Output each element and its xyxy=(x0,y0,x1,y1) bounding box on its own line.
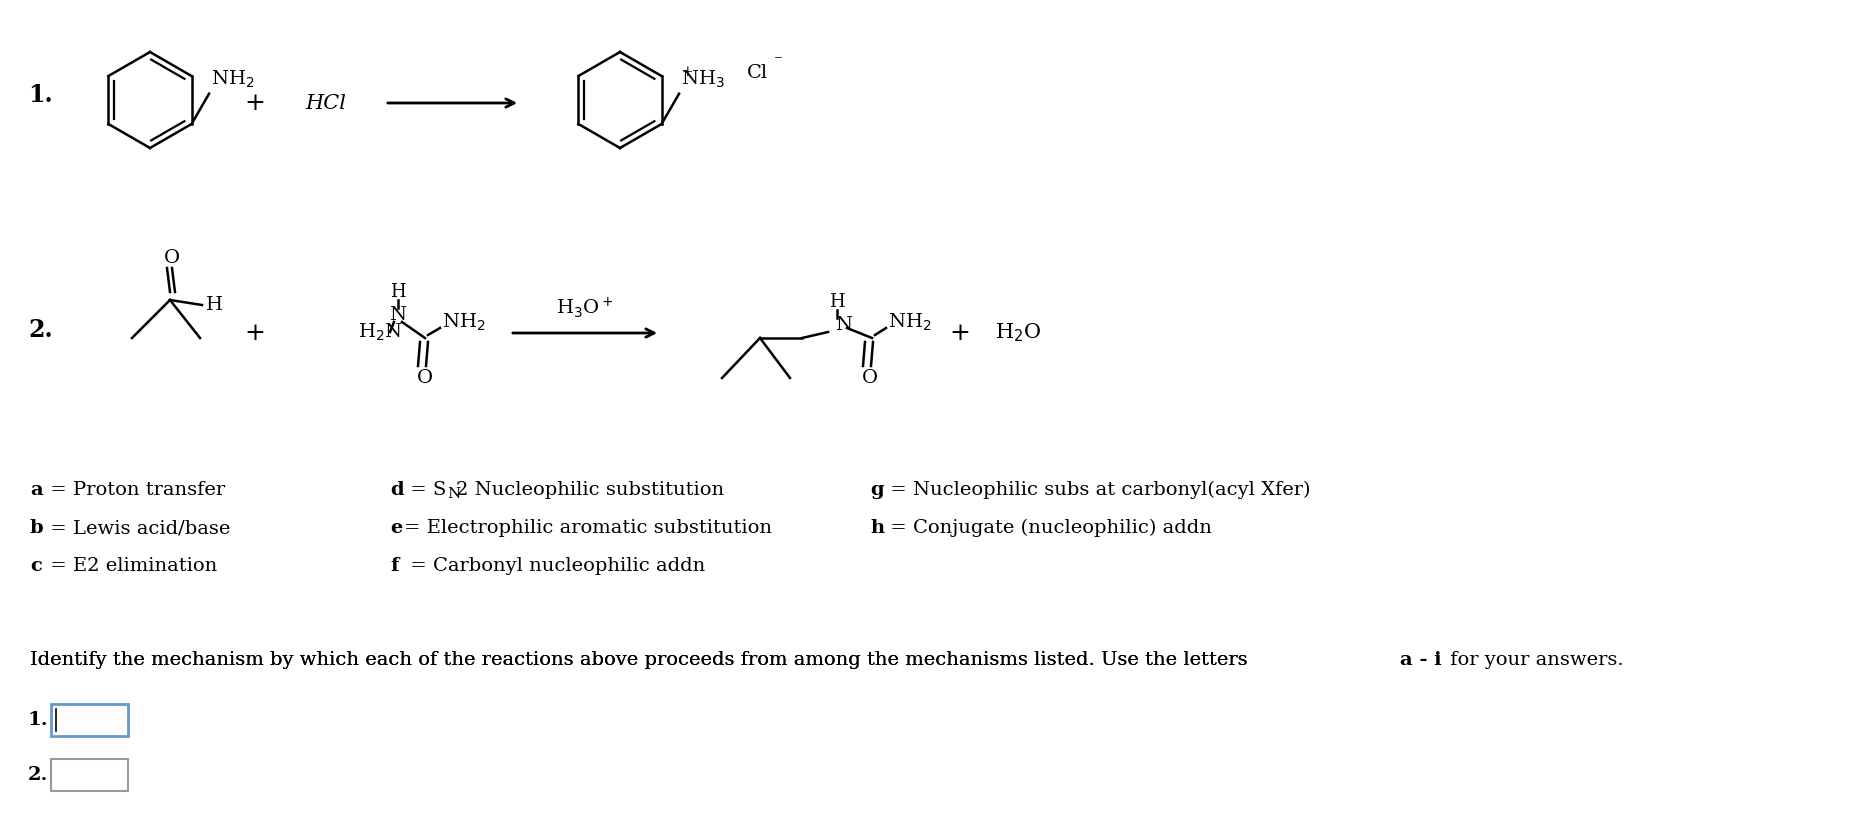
Text: g: g xyxy=(870,481,883,499)
Text: 1.: 1. xyxy=(28,711,48,729)
Text: for your answers.: for your answers. xyxy=(1443,651,1623,669)
FancyBboxPatch shape xyxy=(50,704,128,736)
Text: 2.: 2. xyxy=(28,766,48,784)
Text: 2.: 2. xyxy=(28,318,52,342)
Text: +: + xyxy=(681,65,692,79)
Text: O: O xyxy=(417,369,432,387)
Text: O: O xyxy=(861,369,877,387)
Text: = Lewis acid/base: = Lewis acid/base xyxy=(45,519,230,537)
Text: +: + xyxy=(245,92,265,114)
Text: N: N xyxy=(447,487,460,501)
Text: ⁻: ⁻ xyxy=(774,53,783,70)
Text: = Conjugate (nucleophilic) addn: = Conjugate (nucleophilic) addn xyxy=(883,519,1211,537)
Text: e: e xyxy=(390,519,403,537)
Text: N: N xyxy=(390,306,406,324)
Text: H$_3$O$^+$: H$_3$O$^+$ xyxy=(556,296,614,320)
Text: = E2 elimination: = E2 elimination xyxy=(45,557,217,575)
Text: H: H xyxy=(390,283,406,301)
Text: d: d xyxy=(390,481,403,499)
Text: a - i: a - i xyxy=(1399,651,1441,669)
Text: H$_2$N: H$_2$N xyxy=(358,322,403,343)
Text: h: h xyxy=(870,519,883,537)
FancyBboxPatch shape xyxy=(50,759,128,791)
Text: = Proton transfer: = Proton transfer xyxy=(45,481,224,499)
Text: c: c xyxy=(30,557,43,575)
Text: NH$_3$: NH$_3$ xyxy=(681,68,725,90)
Text: NH$_2$: NH$_2$ xyxy=(211,68,254,90)
Text: Identify the mechanism by which each of the reactions above proceeds from among : Identify the mechanism by which each of … xyxy=(30,651,1258,669)
Text: H: H xyxy=(829,293,844,311)
Text: b: b xyxy=(30,519,45,537)
Text: NH$_2$: NH$_2$ xyxy=(441,312,486,333)
Text: Identify the mechanism by which each of the reactions above proceeds from among : Identify the mechanism by which each of … xyxy=(30,651,1254,669)
Text: = Nucleophilic subs at carbonyl(acyl Xfer): = Nucleophilic subs at carbonyl(acyl Xfe… xyxy=(883,480,1310,499)
Text: 1.: 1. xyxy=(28,83,52,107)
Text: NH$_2$: NH$_2$ xyxy=(887,312,931,333)
Text: a: a xyxy=(30,481,43,499)
Text: H$_2$O: H$_2$O xyxy=(994,322,1041,344)
Text: N: N xyxy=(835,316,851,334)
Text: = S: = S xyxy=(404,481,445,499)
Text: = Carbonyl nucleophilic addn: = Carbonyl nucleophilic addn xyxy=(404,557,705,575)
Text: +: + xyxy=(950,322,970,344)
Text: 2 Nucleophilic substitution: 2 Nucleophilic substitution xyxy=(456,481,723,499)
Text: HCl: HCl xyxy=(304,93,345,113)
Text: = Electrophilic aromatic substitution: = Electrophilic aromatic substitution xyxy=(404,519,772,537)
Text: Cl: Cl xyxy=(748,64,768,81)
Text: Identify the mechanism by which each of the reactions above proceeds from among : Identify the mechanism by which each of … xyxy=(30,651,1254,669)
Text: O: O xyxy=(163,249,180,267)
Text: +: + xyxy=(245,322,265,344)
Text: H: H xyxy=(206,296,223,314)
Text: f: f xyxy=(390,557,399,575)
